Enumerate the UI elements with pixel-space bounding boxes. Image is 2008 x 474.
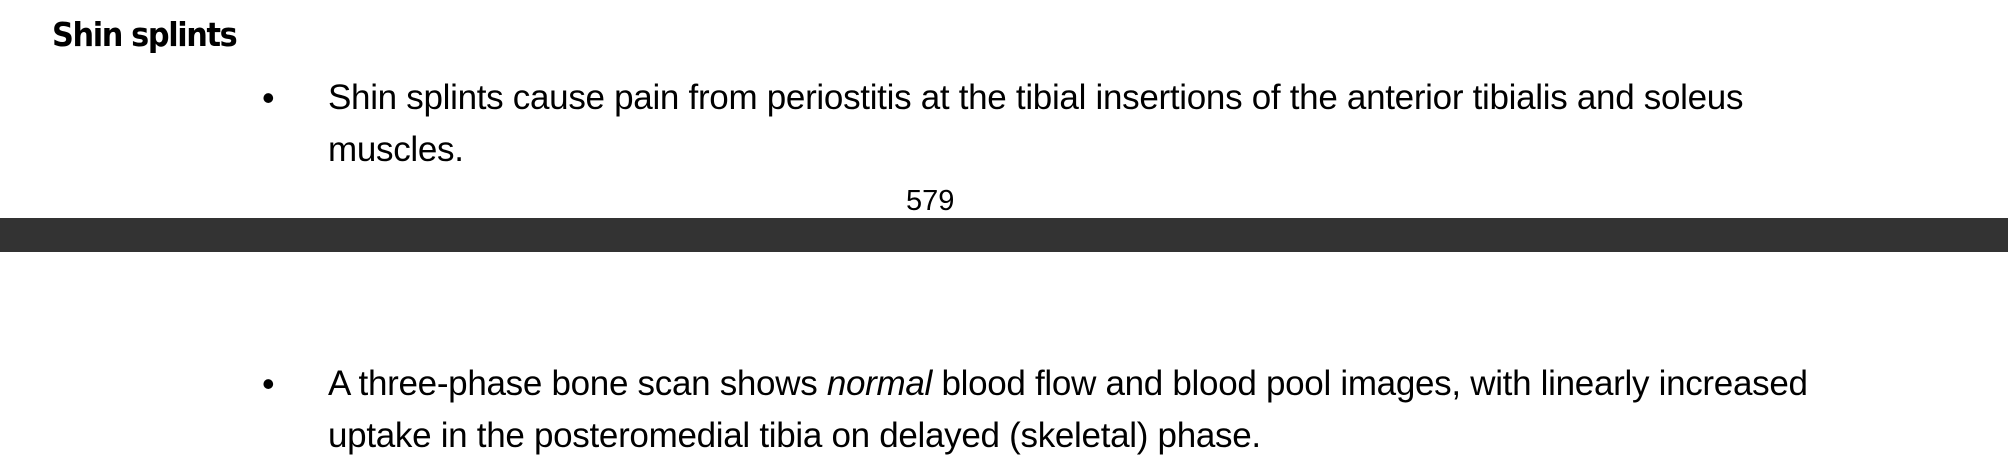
bullet-text: A three-phase bone scan shows normal blo…	[328, 358, 1888, 462]
page-top: Shin splints • Shin splints cause pain f…	[0, 0, 2008, 218]
bullet-text-emphasis: normal	[826, 364, 933, 403]
bullet-text-end: blood flow and blood pool images, with l…	[328, 364, 1808, 455]
bullet-icon: •	[262, 77, 275, 118]
bullet-text: Shin splints cause pain from periostitis…	[328, 78, 1744, 169]
page-break-divider	[0, 218, 2008, 252]
bullet-icon: •	[262, 363, 275, 404]
page-bottom	[0, 252, 2008, 474]
section-heading: Shin splints	[52, 15, 238, 54]
page-number: 579	[906, 185, 955, 217]
bullet-text-start: A three-phase bone scan shows	[328, 364, 827, 403]
